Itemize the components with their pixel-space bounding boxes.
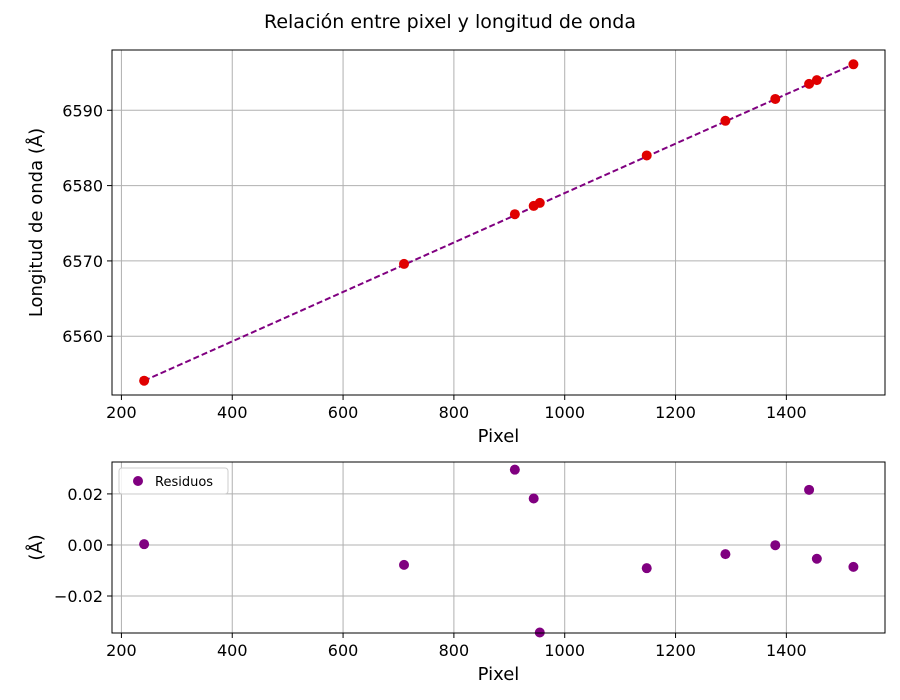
panel1-x-tick-label: 800 xyxy=(439,403,470,422)
panel1-x-tick-label: 200 xyxy=(106,403,137,422)
panel1-data-point xyxy=(509,209,520,220)
panel1-data-point xyxy=(399,258,410,269)
panel2-data-point xyxy=(811,553,822,564)
panel1-x-axis-label: Pixel xyxy=(478,426,520,447)
panel2-x-tick-label: 800 xyxy=(439,641,470,660)
panel2-x-tick-label: 1400 xyxy=(766,641,807,660)
panel1-data-point xyxy=(534,197,545,208)
panel1-data-point xyxy=(139,375,150,386)
panel2-axes-frame xyxy=(111,461,886,634)
panel2-x-tick-label: 200 xyxy=(106,641,137,660)
panel1-x-tick-label: 1000 xyxy=(544,403,585,422)
panel1-data-point xyxy=(641,150,652,161)
panel1-x-tick-label: 400 xyxy=(217,403,248,422)
panel2-x-tick-label: 600 xyxy=(328,641,359,660)
panel2-data-point xyxy=(139,539,150,550)
panel1-y-axis-label: Longitud de onda (Å) xyxy=(25,128,47,317)
panel2-data-point xyxy=(509,464,520,475)
panel2-legend-label: Residuos xyxy=(155,475,213,490)
panel1-y-tick-label: 6580 xyxy=(62,177,103,196)
figure-title: Relación entre pixel y longitud de onda xyxy=(263,11,637,33)
panel2-x-tick-label: 400 xyxy=(217,641,248,660)
panel1-axes-frame xyxy=(111,49,886,396)
panel1-x-tick-label: 1200 xyxy=(655,403,696,422)
panel2-y-tick-label: 0.00 xyxy=(67,536,103,555)
panel1-data-point xyxy=(848,59,859,70)
panel2-x-tick-label: 1200 xyxy=(655,641,696,660)
panel1-y-tick-label: 6570 xyxy=(62,252,103,271)
panel1-data-point xyxy=(770,93,781,104)
panel2-legend-box xyxy=(118,467,229,495)
panel2-y-axis-label: (Å) xyxy=(25,534,47,560)
panel1-y-tick-label: 6590 xyxy=(62,101,103,120)
panel1-data-point xyxy=(811,75,822,86)
panel2-data-point xyxy=(528,493,539,504)
panel2-x-tick-label: 1000 xyxy=(544,641,585,660)
panel2-data-point xyxy=(641,563,652,574)
panel2-legend-marker xyxy=(133,476,143,486)
panel1-fit-line xyxy=(143,63,854,382)
panel1-x-tick-label: 600 xyxy=(328,403,359,422)
panel2-data-point xyxy=(770,540,781,551)
panel1-x-tick-label: 1400 xyxy=(766,403,807,422)
panel2-data-point xyxy=(848,561,859,572)
panel1-y-tick-label: 6560 xyxy=(62,327,103,346)
panel1-data-point xyxy=(804,78,815,89)
panel2-y-tick-label: −0.02 xyxy=(54,587,103,606)
panel2-data-point xyxy=(720,549,731,560)
panel2-data-point xyxy=(804,484,815,495)
panel2-y-tick-label: 0.02 xyxy=(67,485,103,504)
panel2-x-axis-label: Pixel xyxy=(478,664,520,685)
panel1-data-point xyxy=(720,115,731,126)
panel2-data-point xyxy=(534,627,545,638)
panel2-data-point xyxy=(399,559,410,570)
